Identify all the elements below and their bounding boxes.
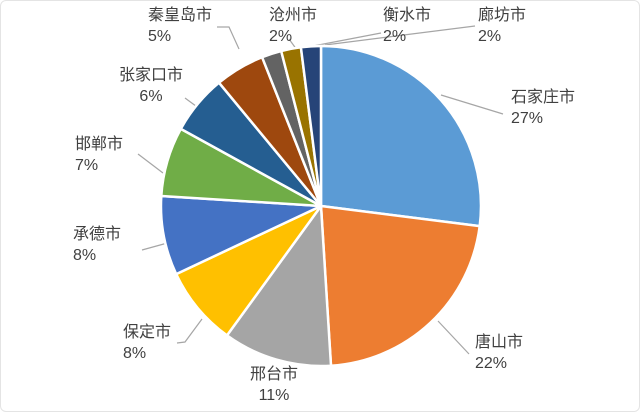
slice-label-city: 邢台市 (249, 366, 299, 383)
slice-label-baoding: 保定市 8% (123, 322, 171, 364)
slice-label-percent: 8% (123, 345, 147, 362)
leader-line-handan (137, 153, 164, 174)
slice-label-xingtai: 邢台市 11% (250, 364, 298, 406)
slice-label-city: 保定市 (123, 324, 172, 341)
pie-slice-langfang (299, 44, 323, 208)
pie-slice-tangshan (319, 204, 481, 367)
slice-label-cangzhou: 沧州市 2% (269, 5, 317, 47)
slice-label-percent: 7% (75, 157, 99, 174)
slice-label-city: 廊坊市 (478, 7, 527, 24)
slice-label-city: 唐山市 (475, 334, 524, 351)
slice-label-langfang: 廊坊市 2% (478, 5, 526, 47)
pie-slices-layer (159, 44, 483, 368)
slice-label-city: 石家庄市 (511, 89, 576, 106)
pie-slice-xingtai (225, 204, 333, 368)
slice-label-percent: 2% (269, 28, 293, 45)
leader-lines-layer (137, 25, 504, 355)
leader-line-hengshui (307, 32, 382, 48)
slice-label-city: 秦皇岛市 (148, 7, 213, 24)
pie-slice-shijiazhuang (319, 44, 483, 228)
slice-label-percent: 22% (475, 355, 508, 372)
slice-label-qinhuangdao: 秦皇岛市 5% (148, 5, 212, 47)
slice-label-city: 张家口市 (118, 67, 184, 84)
slice-label-percent: 2% (478, 28, 502, 45)
slice-label-percent: 8% (73, 247, 97, 264)
slice-label-city: 沧州市 (269, 7, 318, 24)
slice-label-percent: 6% (139, 88, 163, 105)
slice-label-chengde: 承德市 8% (73, 224, 121, 266)
slice-label-tangshan: 唐山市 22% (475, 332, 523, 374)
slice-label-city: 衡水市 (383, 7, 432, 24)
leader-line-shijiazhuang (440, 94, 504, 115)
slice-label-city: 邯郸市 (75, 136, 124, 153)
slice-label-zhangjiakou: 张家口市 6% (119, 65, 183, 107)
slice-label-percent: 2% (383, 28, 407, 45)
leader-line-qinhuangdao (217, 26, 240, 50)
slice-label-hengshui: 衡水市 2% (383, 5, 431, 47)
slice-label-handan: 邯郸市 7% (75, 134, 123, 176)
leader-line-baoding (176, 318, 203, 344)
leader-line-tangshan (437, 320, 470, 355)
slice-label-percent: 11% (258, 387, 290, 404)
slice-label-shijiazhuang: 石家庄市 27% (511, 87, 575, 129)
slice-label-percent: 27% (511, 110, 544, 127)
slice-label-city: 承德市 (73, 226, 122, 243)
slice-label-percent: 5% (148, 28, 172, 45)
leader-line-langfang (324, 25, 476, 46)
